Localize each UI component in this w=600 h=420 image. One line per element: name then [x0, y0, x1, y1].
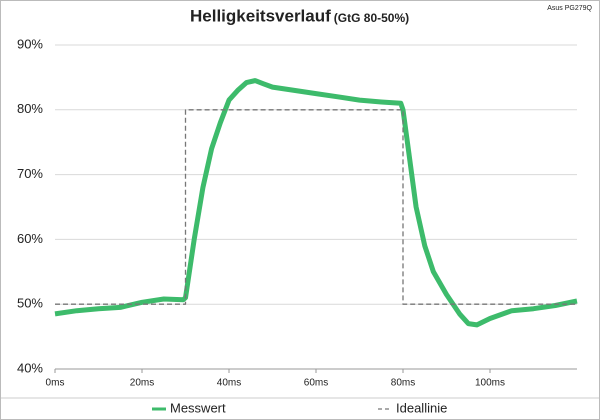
x-tick-label: 80ms: [391, 378, 415, 389]
y-tick-label: 90%: [17, 36, 43, 51]
y-tick-label: 70%: [17, 166, 43, 181]
legend-label: Ideallinie: [396, 400, 447, 415]
y-tick-label: 80%: [17, 101, 43, 116]
y-tick-label: 50%: [17, 296, 43, 311]
series-line: [54, 78, 578, 328]
x-tick-label: 20ms: [130, 378, 154, 389]
series-line: [55, 109, 577, 305]
x-tick-label: 100ms: [475, 378, 505, 389]
chart-title: Helligkeitsverlauf: [190, 6, 331, 25]
x-tick-label: 40ms: [217, 378, 241, 389]
y-tick-label: 40%: [17, 360, 43, 375]
chart-subtitle: (GtG 80-50%): [334, 11, 409, 25]
x-tick-label: 60ms: [304, 378, 328, 389]
y-tick-label: 60%: [17, 231, 43, 246]
annotation: Asus PG279Q: [547, 5, 592, 12]
x-tick-label: 0ms: [46, 378, 65, 389]
legend-label: Messwert: [170, 400, 226, 415]
